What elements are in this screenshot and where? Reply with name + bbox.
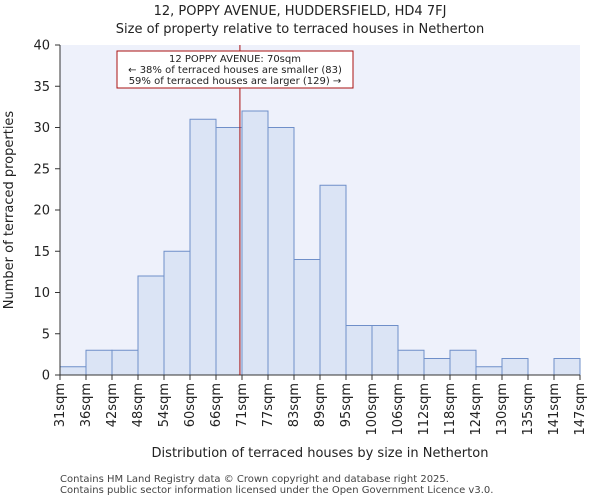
annotation-line-3: 59% of terraced houses are larger (129) … — [129, 76, 342, 87]
y-tick-label: 5 — [42, 327, 50, 342]
y-axis-label: Number of terraced properties — [2, 111, 17, 310]
bar-95sqm — [345, 325, 373, 376]
bar-71sqm — [241, 110, 269, 376]
x-tick-label: 135sqm — [521, 383, 536, 436]
y-tick-label: 20 — [33, 204, 50, 219]
y-tick-label: 10 — [33, 286, 50, 301]
x-tick-label: 83sqm — [287, 383, 302, 427]
bar-130sqm — [501, 358, 529, 376]
bar-42sqm — [111, 349, 139, 376]
annotation-line-2: ← 38% of terraced houses are smaller (83… — [128, 65, 342, 76]
x-tick-label: 89sqm — [313, 383, 328, 427]
y-tick-label: 40 — [33, 39, 50, 54]
footer-line-2: Contains public sector information licen… — [60, 485, 494, 496]
x-tick-label: 124sqm — [469, 383, 484, 436]
annotation-box — [116, 50, 354, 89]
bar-124sqm — [475, 366, 503, 376]
bar-89sqm — [319, 184, 347, 376]
chart-subtitle: Size of property relative to terraced ho… — [115, 22, 485, 37]
bar-118sqm — [449, 349, 477, 376]
y-tick-label: 35 — [33, 80, 50, 95]
x-tick-label: 130sqm — [495, 383, 510, 436]
x-tick-label: 54sqm — [157, 383, 172, 427]
chart-title: 12, POPPY AVENUE, HUDDERSFIELD, HD4 7FJ — [153, 4, 447, 19]
bar-100sqm — [371, 325, 399, 376]
x-tick-label: 66sqm — [209, 383, 224, 427]
x-tick-label: 112sqm — [417, 383, 432, 436]
footer-line-1: Contains HM Land Registry data © Crown c… — [60, 474, 449, 485]
x-tick-label: 77sqm — [261, 383, 276, 427]
bar-112sqm — [423, 358, 451, 376]
x-tick-label: 118sqm — [443, 383, 458, 436]
bar-48sqm — [137, 275, 165, 376]
y-tick-label: 0 — [42, 369, 50, 384]
x-tick-label: 147sqm — [573, 383, 588, 436]
bar-36sqm — [85, 349, 113, 376]
x-tick-label: 141sqm — [547, 383, 562, 436]
x-tick-label: 106sqm — [391, 383, 406, 436]
bar-83sqm — [293, 259, 321, 376]
x-tick-label: 71sqm — [235, 383, 250, 427]
x-tick-label: 42sqm — [105, 383, 120, 427]
y-tick-label: 30 — [33, 121, 50, 136]
y-tick-label: 25 — [33, 162, 50, 177]
bar-66sqm — [215, 127, 243, 376]
x-tick-label: 60sqm — [183, 383, 198, 427]
bar-60sqm — [189, 118, 217, 376]
x-tick-label: 100sqm — [365, 383, 380, 436]
x-axis-label: Distribution of terraced houses by size … — [152, 446, 489, 461]
x-tick-label: 36sqm — [79, 383, 94, 427]
y-tick-label: 15 — [33, 245, 50, 260]
annotation-line-1: 12 POPPY AVENUE: 70sqm — [169, 54, 301, 65]
bar-106sqm — [397, 349, 425, 376]
bar-141sqm — [553, 358, 581, 376]
bar-54sqm — [163, 250, 191, 376]
x-tick-label: 48sqm — [131, 383, 146, 427]
x-tick-label: 95sqm — [339, 383, 354, 427]
x-tick-label: 31sqm — [53, 383, 68, 427]
bar-77sqm — [267, 127, 295, 376]
bar-31sqm — [59, 366, 87, 376]
